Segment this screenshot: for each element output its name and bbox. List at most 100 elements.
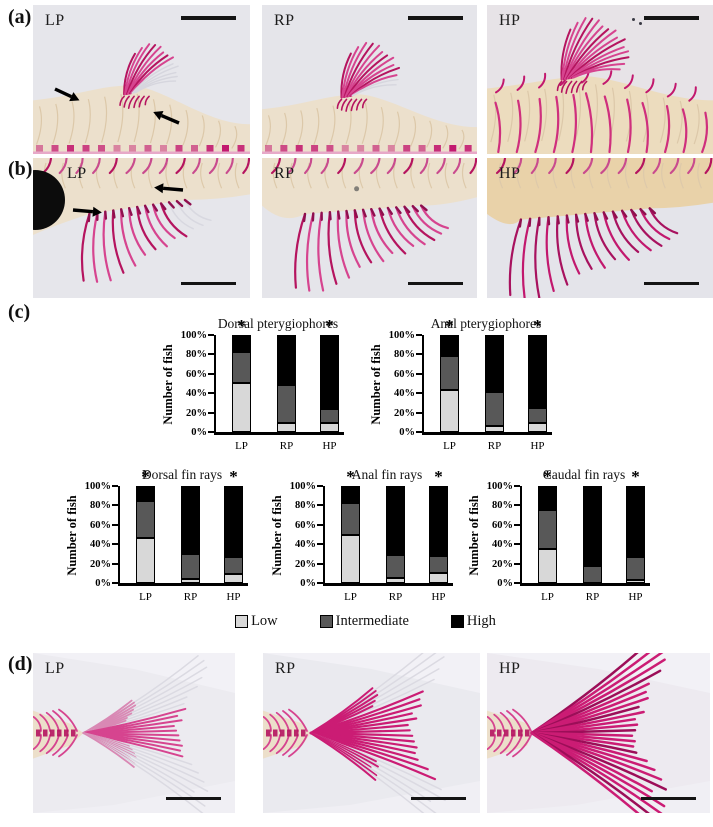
scale-bar <box>641 796 696 800</box>
specimen-label: RP <box>274 12 295 29</box>
x-category-label: RP <box>279 440 294 452</box>
bar-segment-intermediate <box>277 385 296 424</box>
y-tick-mark <box>415 353 422 356</box>
y-tick-mark <box>513 562 520 565</box>
legend-item-high: High <box>450 613 496 630</box>
y-tick-mark <box>316 485 323 487</box>
stacked-bar <box>485 335 504 432</box>
bar-segment-high <box>224 486 243 557</box>
significance-asterisk: * <box>141 467 150 486</box>
y-tick-label: 20% <box>394 407 415 419</box>
bar-segment-high <box>232 335 251 353</box>
stacked-bar <box>341 486 360 583</box>
x-category-label: LP <box>443 440 456 452</box>
stacked-bar <box>136 486 155 583</box>
bar-segment-intermediate <box>626 556 645 581</box>
y-tick-label: 0% <box>497 578 513 589</box>
specimen-label: HP <box>499 165 521 182</box>
bar-segment-high <box>341 486 360 504</box>
stacked-bar <box>320 335 339 432</box>
bar-segment-low <box>538 549 557 583</box>
significance-asterisk: * <box>346 467 355 486</box>
scale-bar <box>408 16 463 20</box>
y-tick-label: 100% <box>388 330 415 341</box>
bar-segment-low <box>181 579 200 583</box>
chart-caudal-fin-rays: Caudal fin rays Number of fish 0% 20% 40% 60%… <box>467 467 652 603</box>
stacked-bar <box>528 335 547 432</box>
bar-segment-low <box>136 538 155 583</box>
y-tick-mark <box>316 523 323 526</box>
bar-segment-high <box>440 335 459 357</box>
bar-segment-high <box>429 486 448 556</box>
stacked-bar <box>429 486 448 583</box>
stacked-bar <box>583 486 602 583</box>
y-tick-mark <box>415 431 422 433</box>
x-category-label: HP <box>530 440 545 452</box>
y-tick-mark <box>207 392 214 395</box>
y-tick-label: 40% <box>492 539 513 551</box>
y-tick-mark <box>207 334 214 336</box>
y-tick-mark <box>207 411 214 414</box>
y-tick-label: 80% <box>186 349 207 361</box>
y-tick-mark <box>316 562 323 565</box>
micrograph-illustration <box>33 653 235 813</box>
chart-anal-fin-rays: Anal fin rays Number of fish 0% 20% 40% 60% 80… <box>270 467 455 603</box>
bar-segment-intermediate <box>181 553 200 580</box>
x-category-label: RP <box>183 591 198 603</box>
y-tick-mark <box>207 372 214 375</box>
scale-bar <box>644 281 699 285</box>
scale-bar <box>181 16 236 20</box>
y-tick-mark <box>111 504 118 507</box>
legend-label: Low <box>251 613 278 629</box>
scale-bar <box>166 796 221 800</box>
y-tick-mark <box>111 543 118 546</box>
bar-segment-high <box>277 335 296 386</box>
micrograph-a-hp: HP <box>487 5 713 154</box>
significance-asterisk: * <box>533 316 542 335</box>
stacked-bar <box>181 486 200 583</box>
bar-segment-high <box>583 486 602 566</box>
plot-area: 0% 20% 40% 60% 80% 100% * LP RP * HP <box>85 467 248 603</box>
bar-segment-intermediate <box>320 408 339 424</box>
y-tick-mark <box>111 582 118 584</box>
plot-area: 0% 20% 40% 60% 80% 100% * LP RP * HP <box>181 316 344 452</box>
y-tick-mark <box>513 582 520 584</box>
legend-item-low: Low <box>235 613 278 630</box>
x-category-label: RP <box>585 591 600 603</box>
specimen-label: LP <box>45 12 65 29</box>
y-tick-label: 100% <box>84 481 111 492</box>
y-tick-label: 40% <box>394 388 415 400</box>
y-tick-label: 40% <box>90 539 111 551</box>
panel-b-letter: (b) <box>8 158 33 180</box>
significance-asterisk: * <box>237 316 246 335</box>
stacked-bar <box>538 486 557 583</box>
x-category-label: HP <box>226 591 241 603</box>
y-tick-mark <box>513 543 520 546</box>
panel-d-letter: (d) <box>8 653 33 675</box>
legend-swatch <box>235 615 249 628</box>
y-tick-label: 80% <box>394 349 415 361</box>
y-tick-label: 60% <box>394 368 415 380</box>
y-tick-label: 20% <box>90 558 111 570</box>
plot-area: 0% 20% 40% 60% 80% 100% * LP RP * HP <box>290 467 453 603</box>
micrograph-illustration <box>487 158 713 298</box>
x-category-label: LP <box>541 591 554 603</box>
chart-title: Dorsal pterygiophores <box>217 316 339 331</box>
plot-area: 0% 20% 40% 60% 80% 100% * LP RP * HP <box>487 467 650 603</box>
y-tick-mark <box>111 523 118 526</box>
y-tick-label: 40% <box>295 539 316 551</box>
y-tick-label: 60% <box>186 368 207 380</box>
bar-segment-low <box>320 423 339 432</box>
stacked-bar <box>626 486 645 583</box>
y-tick-label: 20% <box>295 558 316 570</box>
significance-asterisk: * <box>631 467 640 486</box>
bar-segment-intermediate <box>224 556 243 575</box>
legend-swatch <box>319 615 333 628</box>
micrograph-a-lp: LP <box>33 5 250 154</box>
bar-segment-high <box>485 335 504 393</box>
scale-bar <box>408 281 463 285</box>
bar-segment-intermediate <box>341 503 360 536</box>
y-tick-label: 100% <box>289 481 316 492</box>
y-tick-label: 0% <box>95 578 111 589</box>
x-category-label: HP <box>431 591 446 603</box>
